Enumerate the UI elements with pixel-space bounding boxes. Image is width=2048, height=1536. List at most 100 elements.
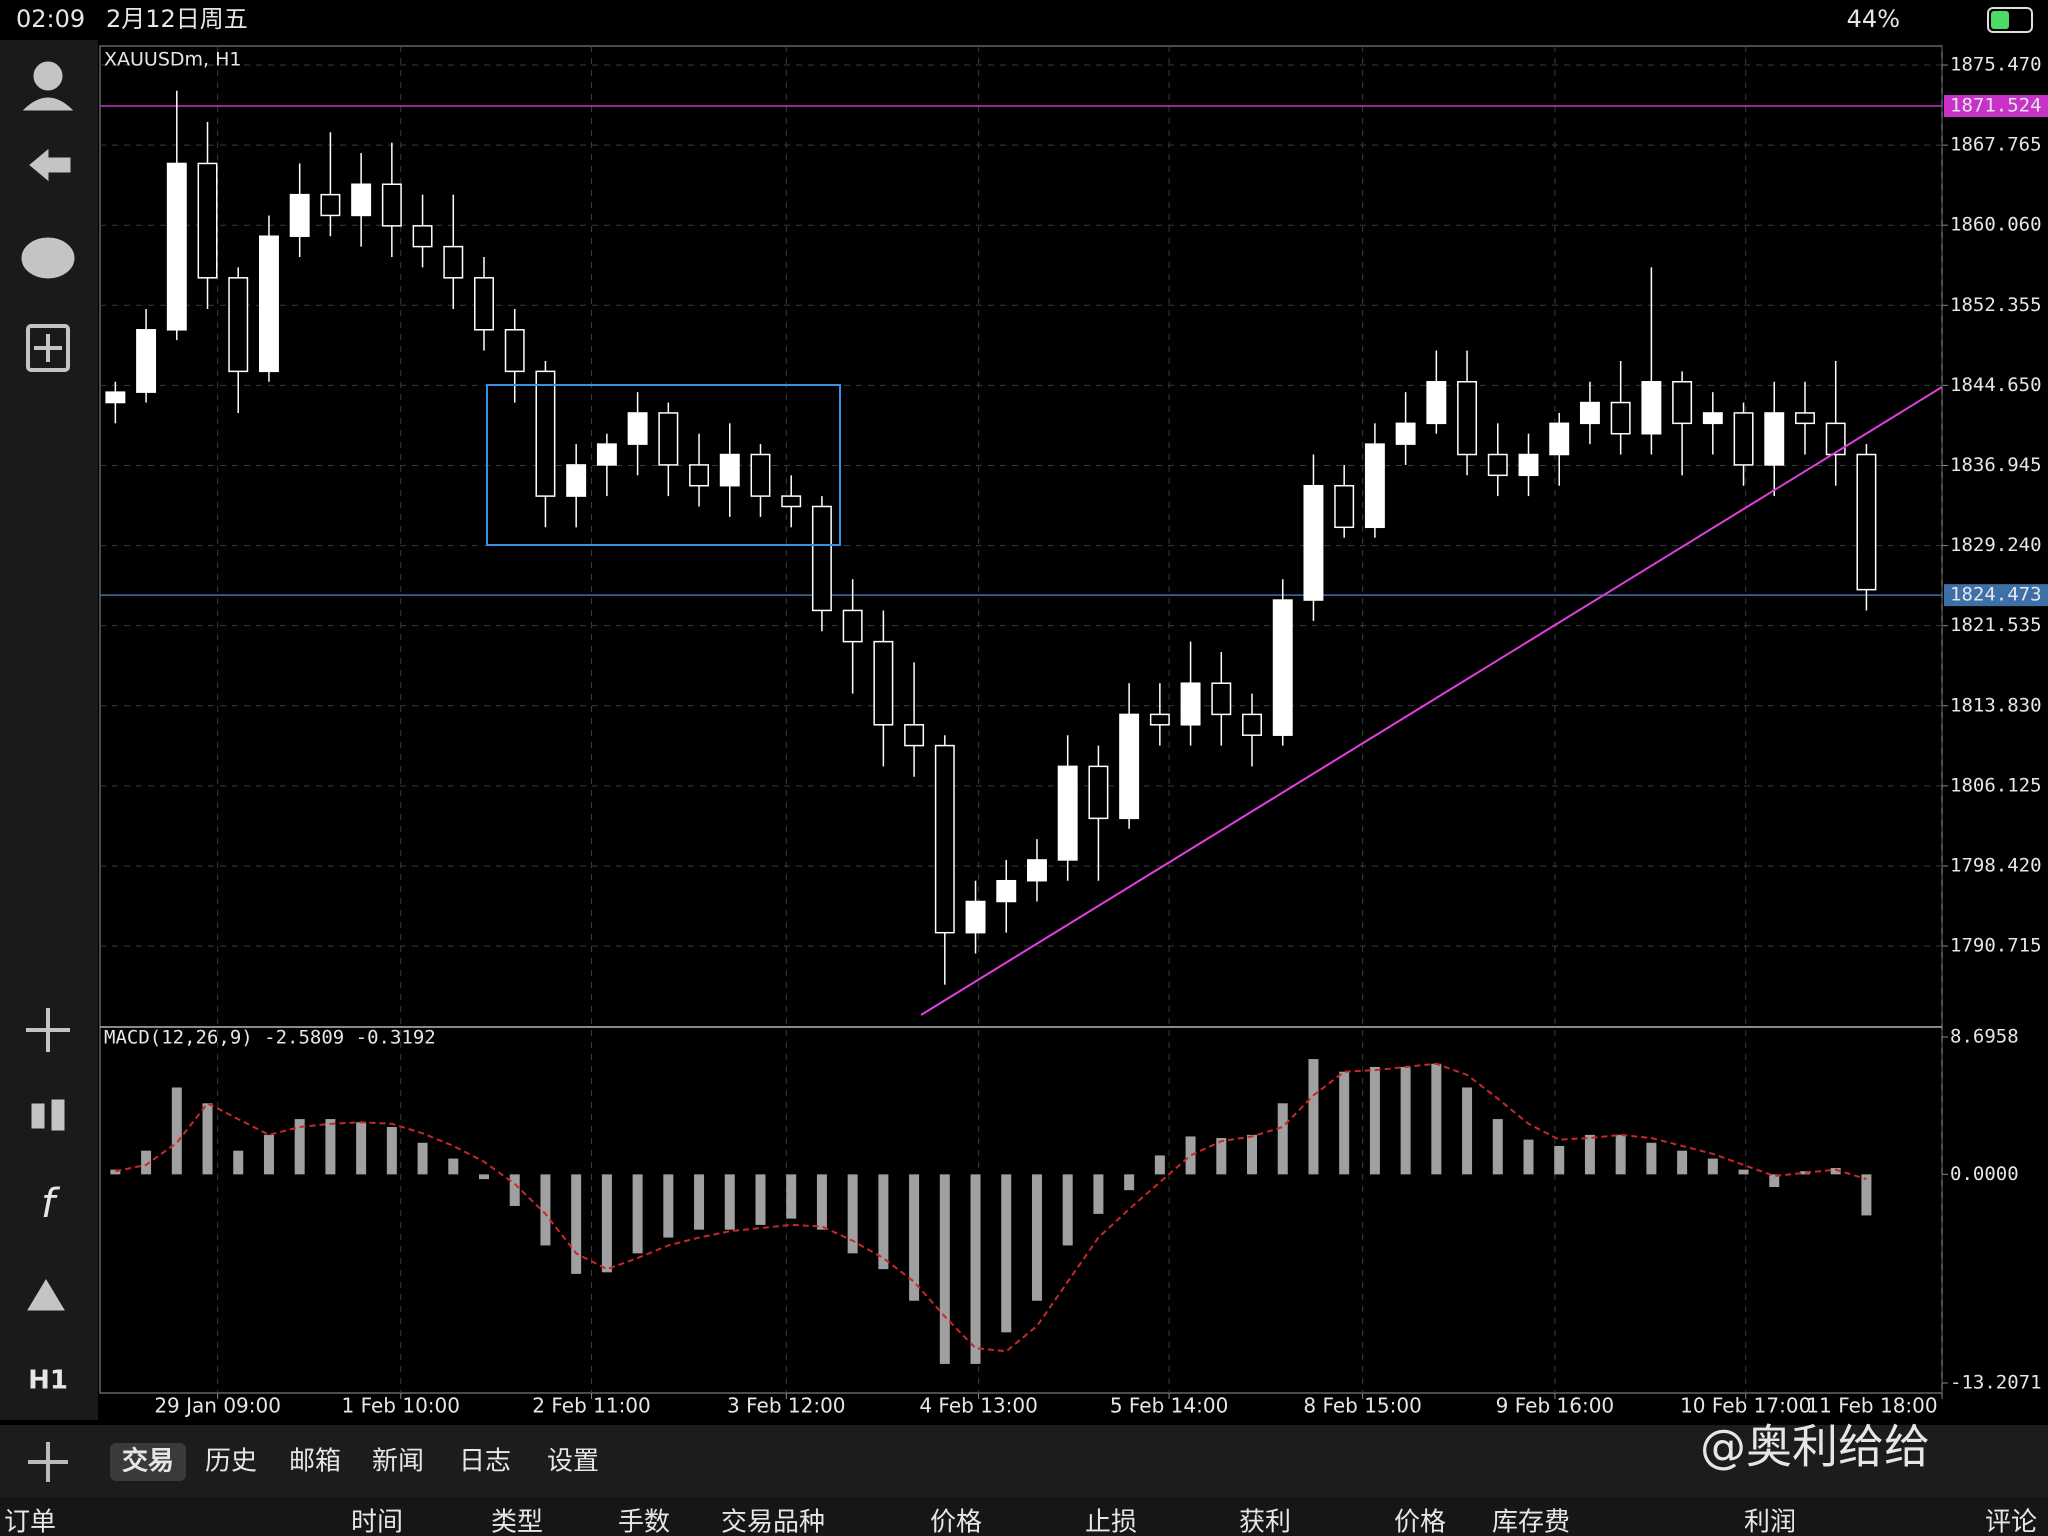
y-tick-label: 0.0000 (1950, 1163, 2019, 1185)
new-order-icon[interactable] (26, 324, 70, 372)
y-tick-label: -13.2071 (1950, 1372, 2042, 1394)
column-header: 交易品种 (721, 1508, 825, 1536)
x-tick-label: 29 Jan 09:00 (154, 1394, 281, 1418)
candle-body (719, 453, 740, 487)
y-tick-label: 1852.355 (1950, 294, 2042, 316)
tab[interactable]: 新闻 (372, 1447, 424, 1477)
column-header: 手数 (618, 1508, 670, 1536)
column-header: 利润 (1744, 1508, 1796, 1536)
battery-icon (1987, 7, 2033, 33)
macd-bar (356, 1122, 367, 1175)
tab[interactable]: 历史 (205, 1447, 257, 1477)
macd-bar (663, 1174, 674, 1238)
new-order-plus[interactable] (34, 334, 62, 362)
macd-bar (540, 1174, 551, 1246)
macd-bar (325, 1119, 336, 1175)
chart-type-icon[interactable] (31, 1103, 45, 1129)
y-tick-label: 1806.125 (1950, 774, 2042, 796)
candle-body (1733, 412, 1754, 466)
macd-bar (1554, 1145, 1565, 1175)
macd-bar (141, 1150, 152, 1175)
candle-body (1364, 443, 1385, 529)
account-icon[interactable] (33, 61, 63, 91)
chart-title: XAUUSDm, H1 (104, 49, 241, 71)
column-header: 价格 (930, 1508, 982, 1536)
chart-type-icon-2[interactable] (51, 1099, 65, 1131)
macd-bar (1124, 1174, 1135, 1191)
candle-body (1795, 412, 1815, 425)
signal-line (115, 1062, 1867, 1353)
macd-bar (171, 1087, 182, 1175)
status-time: 02:09 (16, 5, 85, 33)
macd-bar (110, 1169, 121, 1175)
macd-bar (1523, 1139, 1534, 1175)
candle-body (1426, 381, 1447, 425)
candle-body (689, 464, 710, 487)
candle-body (1303, 484, 1324, 601)
tabs: 交易 历史 邮箱 新闻 日志 设置 (110, 1443, 599, 1481)
x-tick-label: 1 Feb 10:00 (342, 1394, 461, 1418)
candle-body (596, 443, 617, 466)
trade-icon[interactable] (29, 148, 71, 182)
macd-bar (263, 1134, 274, 1175)
candle-body (1610, 401, 1631, 435)
macd-bar (1277, 1103, 1288, 1175)
timeframe-button[interactable]: H1 (28, 1366, 68, 1396)
macd-bar (448, 1158, 459, 1175)
crosshair-icon[interactable] (26, 1008, 70, 1052)
candle-body (320, 193, 341, 217)
add-button[interactable] (28, 1442, 68, 1482)
tab[interactable]: 交易 (122, 1446, 174, 1477)
macd-bar (1738, 1169, 1749, 1175)
y-tick-label: 8.6958 (1950, 1026, 2019, 1048)
y-tick-label: 1867.765 (1950, 134, 2042, 156)
candle-body (1027, 859, 1047, 882)
macd-bar (1062, 1174, 1073, 1246)
candle-body (1702, 412, 1723, 425)
candle-body (1487, 453, 1508, 477)
objects-icon[interactable] (27, 1279, 65, 1311)
y-tick-label: 1813.830 (1950, 694, 2042, 716)
macd-bar (1247, 1134, 1258, 1175)
macd-bar (1431, 1063, 1442, 1175)
macd-bar (755, 1174, 766, 1225)
candle-body (873, 640, 894, 726)
selected-tab-bg (110, 1443, 186, 1481)
macd-bar (1584, 1134, 1595, 1175)
account-icon-body[interactable] (22, 97, 74, 111)
macd-bar (1154, 1155, 1165, 1175)
macd-bar (1799, 1171, 1810, 1175)
candle-body (197, 162, 218, 279)
candle-body (566, 464, 587, 497)
tab[interactable]: 邮箱 (289, 1447, 341, 1477)
tab[interactable]: 日志 (459, 1447, 511, 1477)
macd-bar (601, 1174, 612, 1273)
candle-body (351, 183, 372, 217)
candle-body (1334, 484, 1355, 529)
trend-line (920, 386, 1943, 1016)
candle-body (504, 329, 525, 373)
macd-bar (202, 1103, 213, 1175)
macd-bar (1031, 1174, 1042, 1301)
candle-body (1211, 682, 1232, 716)
macd-bar (417, 1142, 428, 1175)
tab[interactable]: 设置 (547, 1447, 599, 1477)
macd-bar (724, 1174, 735, 1230)
candle-body (228, 277, 249, 373)
x-tick-label: 9 Feb 16:00 (1496, 1394, 1615, 1418)
macd-bar (1492, 1119, 1503, 1175)
macd-bar (816, 1174, 827, 1230)
column-header: 止损 (1085, 1508, 1137, 1536)
macd-bar (1400, 1066, 1411, 1175)
candle-body (289, 193, 310, 237)
chat-icon[interactable] (21, 237, 75, 279)
column-header: 评论 (1985, 1508, 2037, 1536)
macd-bar (878, 1174, 889, 1270)
macd-bar (1339, 1071, 1350, 1175)
candle-body (1579, 401, 1600, 425)
candle-body (535, 370, 556, 497)
candle-body (1457, 381, 1478, 456)
watermark: @奥利给给 (1700, 1420, 1930, 1474)
